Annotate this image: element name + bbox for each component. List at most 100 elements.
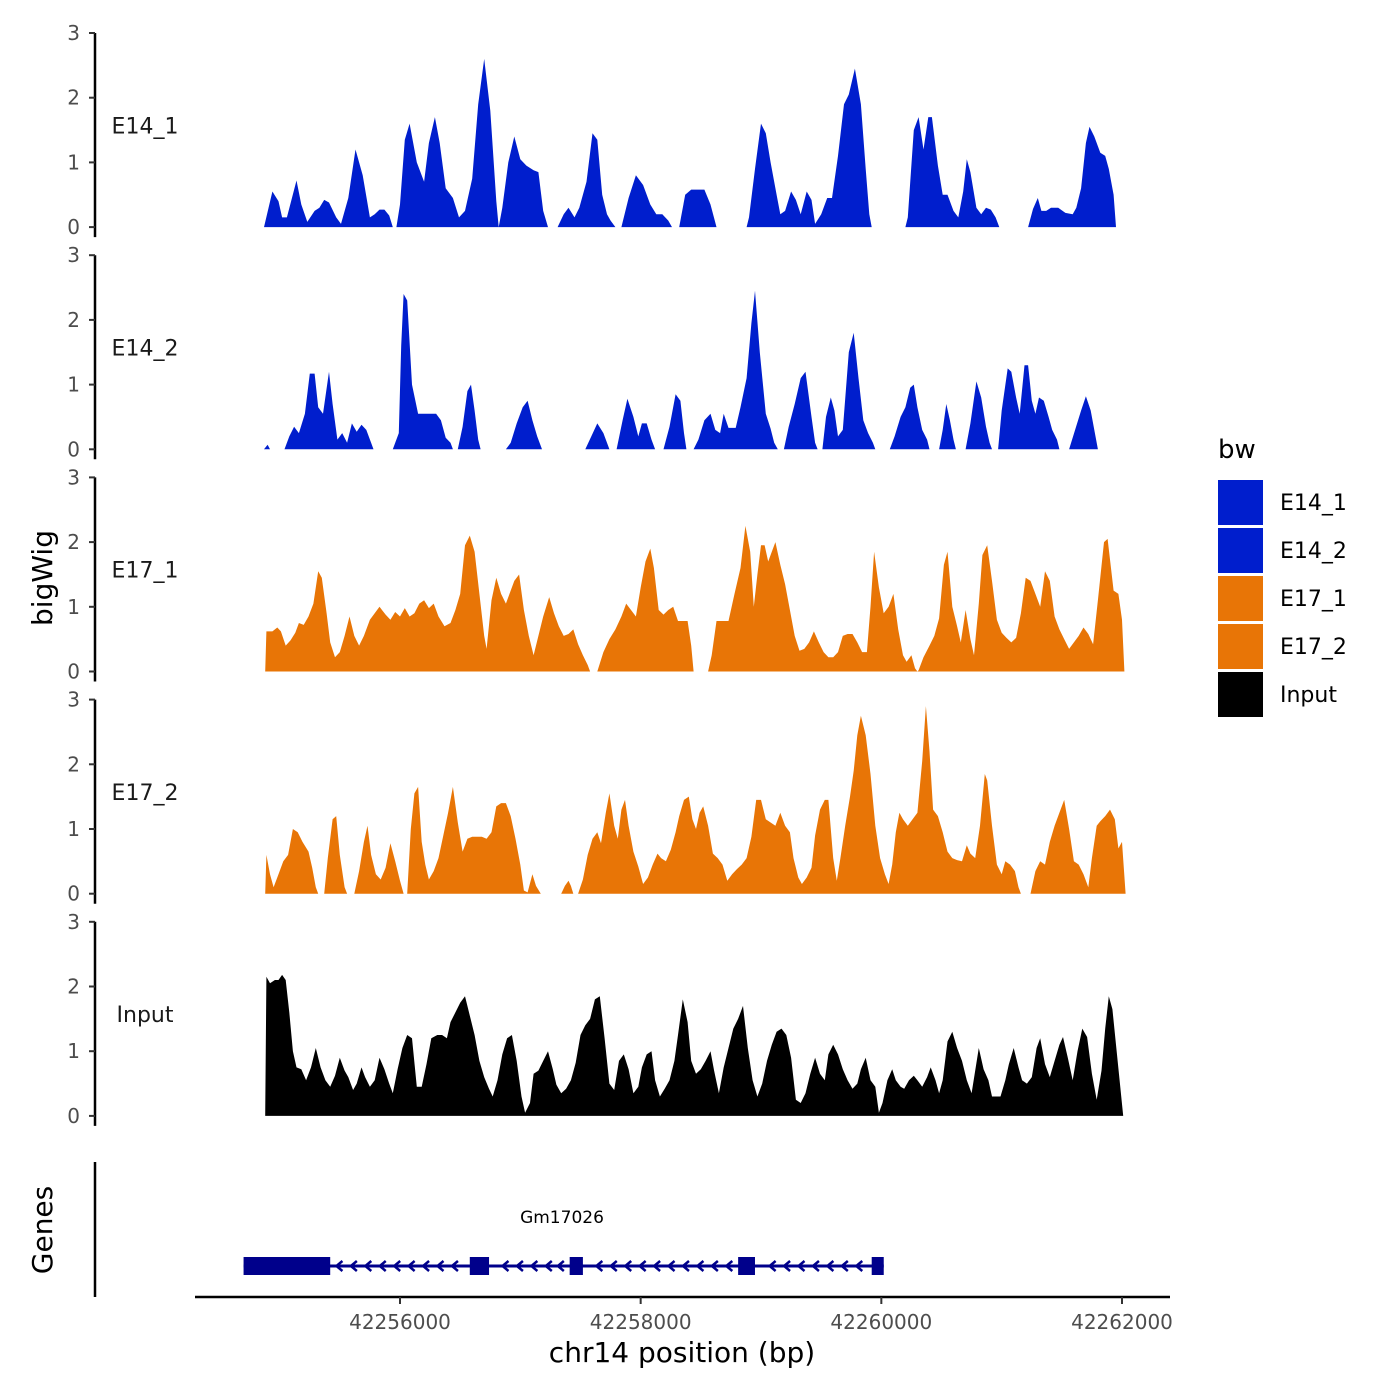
track-label: E14_2 (112, 336, 179, 361)
strand-arrow (594, 1260, 604, 1272)
strand-arrow (608, 1260, 618, 1272)
y-tick-label: 3 (67, 21, 80, 45)
signal-area-E14_2 (822, 332, 876, 450)
track-E14_1: 0 1 2 3 E14_1 (67, 21, 1116, 239)
signal-area-E17_2 (354, 825, 404, 894)
strand-arrow (709, 1260, 719, 1272)
track-label: E17_1 (112, 559, 179, 584)
strand-arrow (782, 1260, 791, 1272)
track-E14_2: 0 1 2 3 E14_2 (67, 243, 1098, 461)
strand-arrow (652, 1260, 661, 1272)
y-tick-label: 1 (67, 150, 80, 174)
signal-area-E14_2 (693, 290, 778, 450)
signal-area-E14_1 (746, 68, 872, 228)
signal-tracks: 0 1 2 3 E14_1 0 1 2 3 E14_2 0 1 2 3 E17_1 0 1 2 3 E17_2 0 1 2 3… (67, 21, 1126, 1128)
signal-area-E14_2 (264, 444, 270, 450)
strand-arrow (681, 1260, 690, 1272)
signal-area-E14_2 (965, 381, 992, 450)
y-tick-label: 0 (67, 1104, 80, 1128)
track-label: E17_2 (112, 781, 179, 806)
legend-label: Input (1280, 683, 1337, 708)
signal-area-E17_1 (265, 535, 591, 672)
strand-arrow (543, 1260, 553, 1272)
y-tick-label: 0 (67, 215, 80, 239)
y-tick-label: 0 (67, 882, 80, 906)
track-label: E14_1 (112, 114, 179, 139)
x-axis-title: chr14 position (bp) (549, 1336, 815, 1369)
signal-area-E14_2 (392, 294, 453, 450)
y-tick-label: 3 (67, 910, 80, 934)
legend-swatch (1218, 624, 1263, 669)
strand-arrow (377, 1260, 387, 1272)
legend-swatch (1218, 576, 1263, 621)
strand-arrow (796, 1260, 806, 1272)
gene-exon (738, 1257, 755, 1275)
strand-arrow (555, 1260, 565, 1272)
strand-arrow (724, 1260, 734, 1272)
gene-exon (871, 1257, 884, 1275)
y-tick-label: 2 (67, 308, 80, 332)
strand-arrow (666, 1260, 676, 1272)
gene-exon (469, 1257, 490, 1275)
strand-arrow (500, 1260, 510, 1272)
signal-area-E14_1 (905, 117, 1000, 228)
signal-area-E14_2 (505, 400, 542, 450)
strand-arrow (839, 1260, 849, 1272)
signal-area-E17_2 (265, 829, 319, 894)
gene-exon (243, 1257, 331, 1275)
legend-label: E17_2 (1280, 635, 1347, 660)
signal-area-E14_1 (557, 133, 616, 228)
legend-swatch (1218, 672, 1263, 717)
gene-name-label: Gm17026 (520, 1208, 604, 1228)
signal-area-E17_2 (561, 880, 574, 894)
strand-arrow (695, 1260, 705, 1272)
y-tick-label: 1 (67, 373, 80, 397)
signal-area-E17_2 (578, 706, 1021, 894)
gene-model (243, 1257, 884, 1275)
legend-label: E14_1 (1280, 491, 1347, 516)
signal-area-E14_1 (621, 175, 672, 228)
legend: bw E14_1 E14_2 E17_1 E17_2 Input (1218, 435, 1347, 717)
strand-arrow (421, 1260, 430, 1272)
track-E17_2: 0 1 2 3 E17_2 (67, 688, 1126, 906)
strand-arrow (514, 1260, 524, 1272)
strand-arrow (854, 1260, 864, 1272)
signal-area-E14_2 (457, 384, 481, 450)
legend-label: E17_1 (1280, 587, 1347, 612)
legend-swatch (1218, 528, 1263, 573)
strand-arrow (334, 1260, 344, 1272)
strand-arrow (637, 1260, 647, 1272)
strand-arrow (810, 1260, 820, 1272)
signal-area-E14_1 (1028, 126, 1116, 228)
x-tick-label: 42260000 (830, 1310, 932, 1334)
signal-area-E14_2 (284, 371, 374, 450)
strand-arrow (449, 1260, 459, 1272)
signal-area-E14_1 (396, 58, 548, 228)
signal-area-E14_2 (889, 384, 930, 450)
signal-area-E14_2 (783, 371, 818, 450)
y-tick-label: 0 (67, 660, 80, 684)
signal-area-E14_2 (1069, 396, 1098, 450)
strand-arrow (406, 1260, 416, 1272)
signal-area-E14_2 (585, 423, 610, 450)
signal-area-E14_2 (998, 365, 1060, 450)
strand-arrow (623, 1260, 633, 1272)
signal-area-E17_2 (407, 786, 541, 894)
y-tick-label: 2 (67, 86, 80, 110)
strand-arrow (767, 1260, 777, 1272)
signal-area-E14_2 (663, 394, 687, 450)
signal-area-E17_2 (324, 816, 348, 894)
signal-area-E17_1 (708, 525, 1125, 672)
y-axis-title: bigWig (26, 530, 59, 626)
signal-area-E14_2 (939, 404, 956, 450)
x-tick-label: 42258000 (590, 1310, 692, 1334)
signal-area-E17_2 (1030, 799, 1126, 894)
y-tick-label: 2 (67, 752, 80, 776)
x-tick-label: 42262000 (1071, 1310, 1173, 1334)
strand-arrow (435, 1260, 445, 1272)
y-tick-label: 3 (67, 243, 80, 267)
signal-area-E14_1 (264, 149, 393, 228)
strand-arrow (363, 1260, 373, 1272)
signal-area-E17_1 (597, 548, 694, 672)
